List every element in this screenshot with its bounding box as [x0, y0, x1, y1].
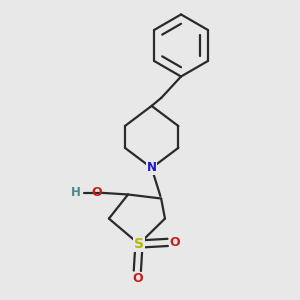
Text: O: O — [169, 236, 180, 249]
Text: S: S — [134, 237, 144, 251]
Text: H: H — [71, 186, 81, 200]
Text: O: O — [132, 272, 143, 284]
Text: O: O — [91, 186, 102, 200]
Text: N: N — [147, 161, 157, 175]
